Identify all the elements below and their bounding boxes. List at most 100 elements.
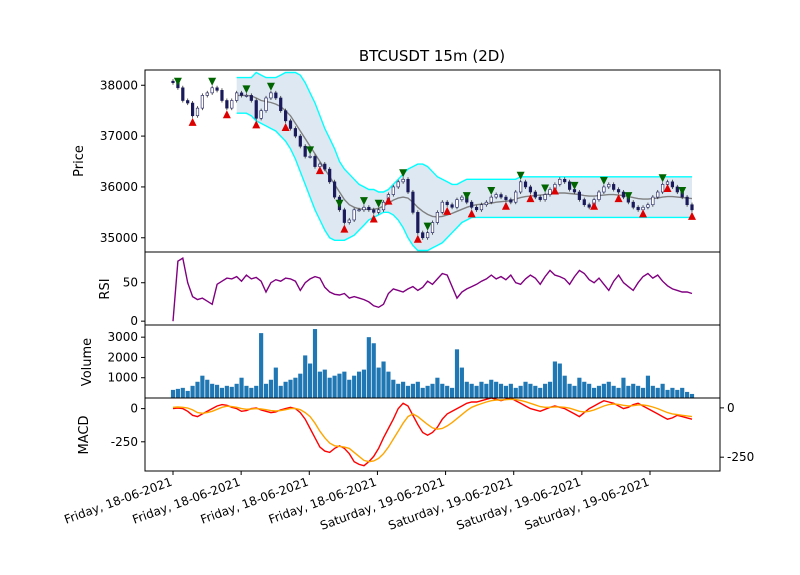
candle-body — [455, 199, 459, 208]
macd-panel: 0 -250 0 -250 — [111, 397, 754, 472]
volume-bar — [494, 381, 499, 398]
candle-body — [558, 179, 562, 185]
candle-body — [616, 189, 621, 193]
candle-body — [489, 196, 493, 203]
sell-signal-marker — [399, 169, 408, 178]
sell-signal-marker — [335, 199, 344, 208]
volume-bar — [640, 387, 646, 398]
volume-bar — [454, 349, 460, 398]
buy-signal-marker — [526, 194, 535, 203]
sell-signal-marker — [487, 186, 496, 195]
volume-bar — [205, 379, 210, 398]
volume-bar — [430, 383, 435, 398]
candle-body — [656, 191, 660, 198]
candle-body — [298, 135, 302, 147]
macd-signal-line — [172, 398, 693, 463]
volume-bar — [611, 385, 616, 398]
candle-body — [381, 201, 386, 211]
macd-frame — [144, 397, 721, 472]
candle-body — [670, 181, 675, 188]
sell-signal-marker — [266, 82, 275, 91]
candle-body — [406, 179, 410, 193]
candle-body — [274, 92, 278, 99]
volume-bar — [381, 361, 386, 398]
candle-body — [308, 156, 312, 158]
candle-body — [264, 97, 268, 111]
candle-body — [567, 181, 572, 190]
candle-body — [328, 168, 332, 183]
candle-body — [612, 184, 616, 190]
volume-bar — [489, 379, 494, 398]
volume-bar — [572, 385, 577, 398]
volume-bar — [185, 390, 190, 398]
volume-bar — [371, 343, 376, 398]
candle-body — [367, 206, 371, 211]
buy-signal-marker — [369, 214, 378, 223]
buy-signal-marker — [639, 209, 648, 218]
volume-bar — [332, 375, 337, 398]
candle-body — [460, 196, 464, 200]
volume-bar — [655, 387, 660, 398]
volume-bar — [259, 333, 264, 398]
candle-body — [391, 186, 395, 195]
sell-signal-marker — [242, 85, 251, 94]
volume-bar — [405, 385, 411, 398]
volume-bar — [498, 383, 504, 398]
candle-body — [548, 189, 552, 195]
volume-bar — [249, 387, 254, 398]
volume-bar — [601, 383, 606, 398]
volume-bar — [587, 383, 592, 398]
candle-body — [494, 194, 498, 198]
candle-body — [602, 186, 606, 193]
candle-body — [685, 196, 689, 206]
buy-signal-marker — [384, 196, 393, 205]
candle-body — [288, 120, 293, 129]
candle-body — [435, 212, 439, 223]
candle-body — [239, 92, 244, 96]
candle-body — [195, 107, 200, 117]
candle-body — [347, 219, 351, 223]
candle-body — [563, 179, 567, 183]
volume-bar — [268, 379, 274, 398]
chart-title: BTCUSDT 15m (2D) — [359, 47, 505, 65]
volume-bar — [616, 387, 621, 398]
volume-bar — [308, 363, 313, 398]
candle-body — [377, 209, 381, 213]
macd-right-ytick-label: 0 — [727, 401, 735, 415]
sell-signal-marker — [624, 192, 633, 201]
candle-body — [499, 194, 503, 198]
volume-bar — [224, 385, 229, 398]
volume-bar — [450, 387, 455, 398]
candle-body — [313, 156, 317, 167]
volume-panel: 1000 2000 3000 — [107, 324, 721, 399]
candle-body — [230, 100, 234, 109]
volume-axis-label: Volume — [80, 338, 95, 386]
candle-body — [293, 128, 298, 137]
candle-body — [440, 201, 444, 213]
volume-bar — [337, 373, 342, 398]
volume-bar — [626, 385, 631, 398]
sell-signal-marker — [374, 199, 383, 208]
volume-bar — [582, 381, 587, 398]
candle-body — [646, 204, 650, 208]
volume-bar — [547, 381, 553, 398]
candle-body — [244, 95, 249, 97]
macd-ytick-label: 0 — [130, 402, 138, 416]
volume-bar — [366, 337, 371, 398]
buy-signal-marker — [501, 201, 510, 210]
bollinger-lower-line — [236, 112, 692, 252]
volume-bar — [195, 381, 200, 398]
candle-body — [690, 204, 694, 211]
candle-body — [210, 87, 214, 94]
candle-body — [416, 212, 420, 233]
volume-bar — [577, 377, 582, 398]
volume-bar — [665, 389, 670, 398]
candle-body — [421, 232, 425, 239]
candle-body — [396, 181, 400, 188]
volume-bar — [425, 385, 430, 398]
candle-body — [190, 102, 195, 117]
candle-body — [411, 191, 415, 213]
rsi-line — [172, 256, 693, 322]
candle-body — [362, 206, 366, 211]
buy-signal-marker — [590, 201, 599, 210]
